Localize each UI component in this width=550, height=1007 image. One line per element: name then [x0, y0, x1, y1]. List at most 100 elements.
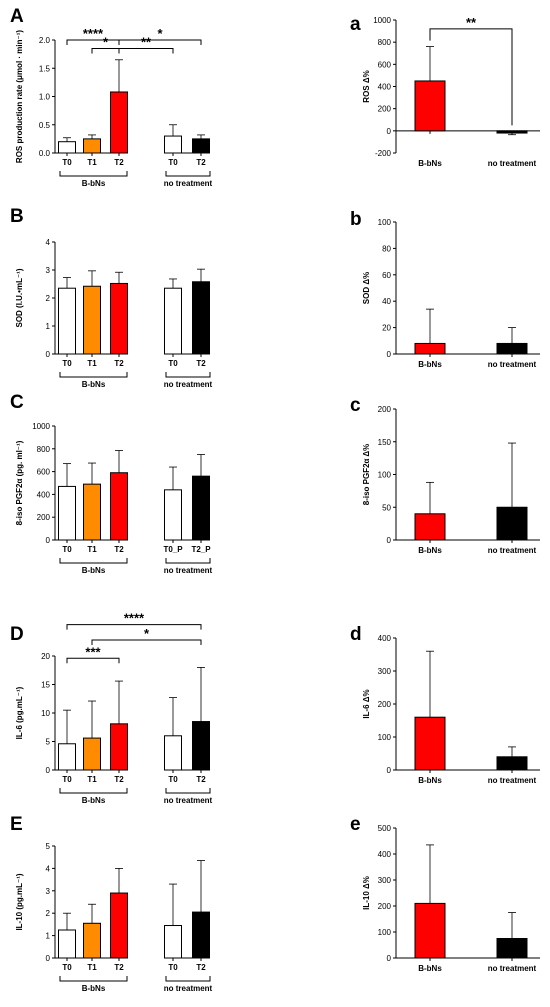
- significance-label: *: [157, 26, 163, 41]
- y-tick-label: 20: [41, 652, 50, 661]
- significance-label: *: [144, 626, 150, 641]
- significance-bracket: [66, 624, 202, 630]
- y-tick-label: 10: [41, 709, 50, 718]
- y-tick-label: 1: [46, 932, 51, 941]
- y-tick-label: 20: [382, 324, 391, 333]
- x-tick-label: T2_P: [191, 545, 211, 554]
- bar: [496, 506, 528, 541]
- y-tick-label: 1000: [373, 16, 391, 25]
- y-tick-label: 5: [46, 842, 51, 851]
- bar: [496, 938, 528, 959]
- bar: [110, 723, 128, 771]
- bar: [83, 483, 101, 541]
- panel-label: d: [350, 624, 362, 645]
- y-tick-label: 0: [46, 766, 51, 775]
- y-tick-label: 2: [46, 909, 51, 918]
- bar: [496, 756, 528, 771]
- y-tick-label: 0: [46, 536, 51, 545]
- significance-bracket: [66, 657, 120, 664]
- significance-label: ****: [124, 611, 145, 626]
- significance-bracket: [429, 28, 513, 126]
- panel-label: C: [10, 392, 24, 413]
- y-axis-title: IL-10 (pg.mL⁻¹): [15, 873, 24, 930]
- y-tick-label: 0.0: [39, 149, 51, 158]
- y-tick-label: 400: [378, 634, 392, 643]
- y-tick-label: 100: [378, 471, 392, 480]
- x-tick-label: B-bNs: [418, 964, 442, 973]
- y-axis-title: IL-6 Δ%: [362, 689, 371, 718]
- panel-label: D: [10, 624, 24, 645]
- y-tick-label: 0: [387, 536, 392, 545]
- y-tick-label: 50: [382, 503, 391, 512]
- x-tick-label: B-bNs: [418, 159, 442, 168]
- group-label: no treatment: [164, 380, 213, 389]
- y-tick-label: 800: [37, 445, 51, 454]
- group-bracket: [59, 788, 128, 794]
- x-tick-label: T0: [168, 158, 178, 167]
- panel-label: e: [350, 814, 361, 835]
- bar: [192, 475, 210, 541]
- significance-label: **: [466, 15, 477, 30]
- x-tick-label: no treatment: [488, 964, 537, 973]
- y-tick-label: 0.5: [39, 121, 51, 130]
- y-tick-label: 5: [46, 738, 51, 747]
- group-bracket: [59, 558, 128, 564]
- y-axis-title: IL-10 Δ%: [362, 876, 371, 910]
- x-tick-label: T2: [196, 158, 206, 167]
- x-tick-label: T1: [87, 963, 97, 972]
- x-tick-label: no treatment: [488, 546, 537, 555]
- x-tick-label: T0: [62, 775, 72, 784]
- y-tick-label: 1.5: [39, 64, 51, 73]
- bar: [58, 287, 76, 355]
- y-tick-label: 200: [378, 902, 392, 911]
- group-bracket: [59, 171, 128, 177]
- bar: [164, 735, 182, 771]
- x-tick-label: T2: [196, 963, 206, 972]
- x-tick-label: T0_P: [163, 545, 183, 554]
- bar: [414, 342, 446, 355]
- bar: [58, 929, 76, 959]
- bar: [110, 282, 128, 355]
- y-tick-label: 0: [387, 766, 392, 775]
- y-tick-label: 200: [378, 700, 392, 709]
- bar: [414, 716, 446, 771]
- y-tick-label: 3: [46, 266, 51, 275]
- group-label: no treatment: [164, 179, 213, 188]
- x-tick-label: T1: [87, 158, 97, 167]
- group-bracket: [165, 788, 211, 794]
- y-axis-title: 8-iso PGF2α Δ%: [362, 444, 371, 506]
- group-label: B-bNs: [82, 179, 106, 188]
- y-tick-label: 300: [378, 667, 392, 676]
- y-axis-title: IL-6 (pg.mL⁻¹): [15, 686, 24, 739]
- y-tick-label: 400: [378, 850, 392, 859]
- x-tick-label: B-bNs: [418, 776, 442, 785]
- y-tick-label: 150: [378, 438, 392, 447]
- y-tick-label: 80: [382, 244, 391, 253]
- group-bracket: [165, 558, 211, 564]
- y-tick-label: 1: [46, 322, 51, 331]
- panel-label: b: [350, 209, 362, 230]
- group-bracket: [165, 171, 211, 177]
- x-tick-label: T2: [114, 545, 124, 554]
- group-label: B-bNs: [82, 984, 106, 993]
- bar: [164, 489, 182, 541]
- y-tick-label: 0: [46, 350, 51, 359]
- x-tick-label: T1: [87, 775, 97, 784]
- panel-b: b 0 20 40 60 80 100 SOD Δ% B-bNs no treatment: [350, 209, 540, 369]
- significance-label: ***: [85, 644, 101, 659]
- significance-label: **: [141, 34, 152, 49]
- group-label: no treatment: [164, 984, 213, 993]
- panel-A: A 0.0 0.5 1.0 1.5 2.0 ROS production rate (μmo…: [10, 6, 213, 188]
- panel-label: B: [10, 206, 24, 227]
- x-tick-label: T0: [62, 359, 72, 368]
- panel-E: E 0 1 2 3 4 5 IL-10 (pg.mL⁻¹) T0 T1 T2 B-bNs T0 T2 no …: [10, 814, 213, 993]
- y-tick-label: 600: [37, 468, 51, 477]
- x-tick-label: T2: [114, 963, 124, 972]
- y-tick-label: 2: [46, 294, 51, 303]
- x-tick-label: T0: [168, 359, 178, 368]
- y-tick-label: 1.0: [39, 93, 51, 102]
- significance-label: *: [103, 34, 109, 49]
- x-tick-label: T1: [87, 359, 97, 368]
- bar: [414, 80, 446, 132]
